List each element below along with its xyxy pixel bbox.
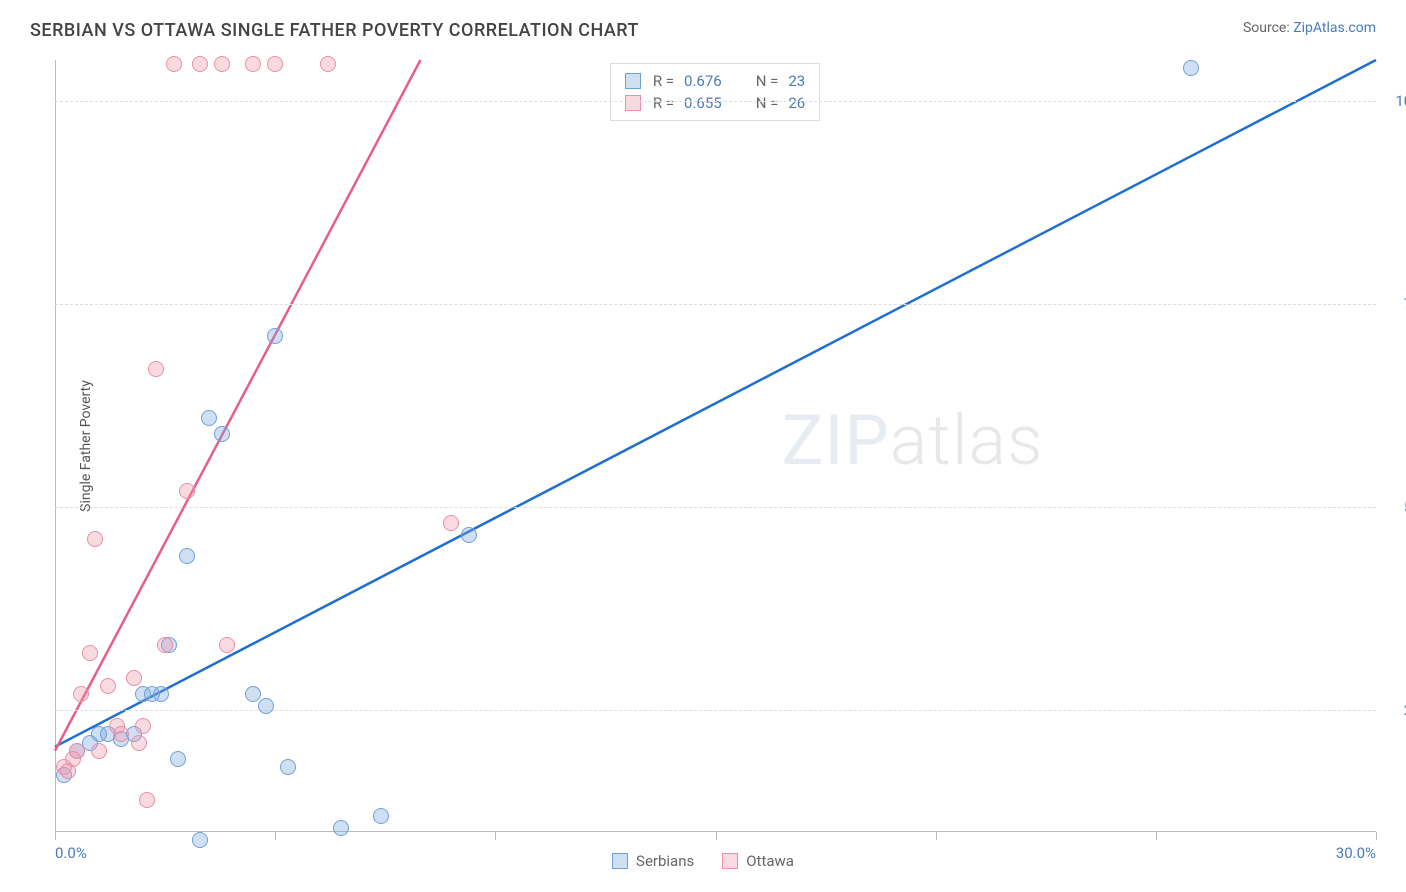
legend-swatch	[625, 95, 641, 111]
legend-item: Serbians	[612, 852, 694, 870]
scatter-marker	[320, 56, 336, 72]
stat-n-label: N =	[756, 94, 779, 112]
scatter-marker	[214, 56, 230, 72]
scatter-marker	[267, 328, 283, 344]
y-tick-label: 100.0%	[1384, 92, 1406, 110]
source-attribution: Source: ZipAtlas.com	[1243, 20, 1376, 36]
x-tick	[275, 832, 276, 840]
scatter-marker	[73, 686, 89, 702]
y-tick-label: 50.0%	[1384, 498, 1406, 516]
scatter-marker	[139, 792, 155, 808]
scatter-marker	[245, 56, 261, 72]
scatter-marker	[131, 735, 147, 751]
scatter-marker	[192, 56, 208, 72]
trend-lines-svg	[55, 60, 1376, 832]
trend-line	[55, 60, 420, 751]
scatter-marker	[157, 637, 173, 653]
gridline-horizontal	[55, 507, 1376, 508]
x-tick-label: 30.0%	[1336, 844, 1376, 862]
scatter-marker	[82, 645, 98, 661]
scatter-marker	[1183, 60, 1199, 76]
scatter-marker	[219, 637, 235, 653]
scatter-marker	[148, 361, 164, 377]
stat-r-label: R =	[653, 94, 674, 112]
scatter-marker	[258, 698, 274, 714]
scatter-marker	[443, 515, 459, 531]
scatter-marker	[192, 832, 208, 848]
stat-n-value: 26	[788, 94, 805, 112]
gridline-horizontal	[55, 101, 1376, 102]
stat-r-value: 0.655	[684, 94, 722, 112]
scatter-marker	[153, 686, 169, 702]
legend-swatch	[612, 853, 628, 869]
scatter-marker	[179, 548, 195, 564]
scatter-marker	[113, 726, 129, 742]
chart-plot-area: Single Father Poverty ZIPatlas R =0.676N…	[55, 60, 1376, 832]
scatter-marker	[179, 483, 195, 499]
stat-n-label: N =	[756, 72, 779, 90]
source-link[interactable]: ZipAtlas.com	[1293, 20, 1376, 36]
scatter-marker	[126, 670, 142, 686]
scatter-marker	[461, 527, 477, 543]
scatter-marker	[201, 410, 217, 426]
trend-line	[55, 60, 1376, 747]
y-tick-label: 25.0%	[1384, 701, 1406, 719]
x-tick-label: 0.0%	[55, 844, 87, 862]
gridline-horizontal	[55, 304, 1376, 305]
scatter-marker	[100, 678, 116, 694]
scatter-marker	[245, 686, 261, 702]
y-tick-label: 75.0%	[1384, 295, 1406, 313]
gridline-horizontal	[55, 710, 1376, 711]
x-tick	[55, 832, 56, 840]
legend-swatch	[722, 853, 738, 869]
header-bar: SERBIAN VS OTTAWA SINGLE FATHER POVERTY …	[0, 0, 1406, 49]
scatter-marker	[69, 743, 85, 759]
scatter-marker	[166, 56, 182, 72]
correlation-stats-box: R = 0.676 N = 23 R = 0.655 N = 26	[610, 63, 820, 121]
stat-r-value: 0.676	[684, 72, 722, 90]
stats-row: R = 0.655 N = 26	[625, 92, 805, 114]
scatter-marker	[214, 426, 230, 442]
x-tick	[495, 832, 496, 840]
chart-title: SERBIAN VS OTTAWA SINGLE FATHER POVERTY …	[30, 20, 639, 41]
scatter-marker	[373, 808, 389, 824]
legend-label: Ottawa	[746, 852, 794, 870]
stats-row: R = 0.676 N = 23	[625, 70, 805, 92]
source-label: Source:	[1243, 20, 1290, 36]
scatter-marker	[91, 743, 107, 759]
x-tick	[716, 832, 717, 840]
scatter-marker	[267, 56, 283, 72]
legend-label: Serbians	[636, 852, 694, 870]
x-tick	[1376, 832, 1377, 840]
legend-swatch	[625, 73, 641, 89]
scatter-marker	[135, 718, 151, 734]
scatter-marker	[170, 751, 186, 767]
legend-item: Ottawa	[722, 852, 794, 870]
scatter-marker	[87, 531, 103, 547]
x-tick	[1156, 832, 1157, 840]
stat-r-label: R =	[653, 72, 674, 90]
series-legend: Serbians Ottawa	[612, 852, 794, 870]
stat-n-value: 23	[788, 72, 805, 90]
scatter-marker	[280, 759, 296, 775]
scatter-marker	[333, 820, 349, 836]
x-tick	[936, 832, 937, 840]
